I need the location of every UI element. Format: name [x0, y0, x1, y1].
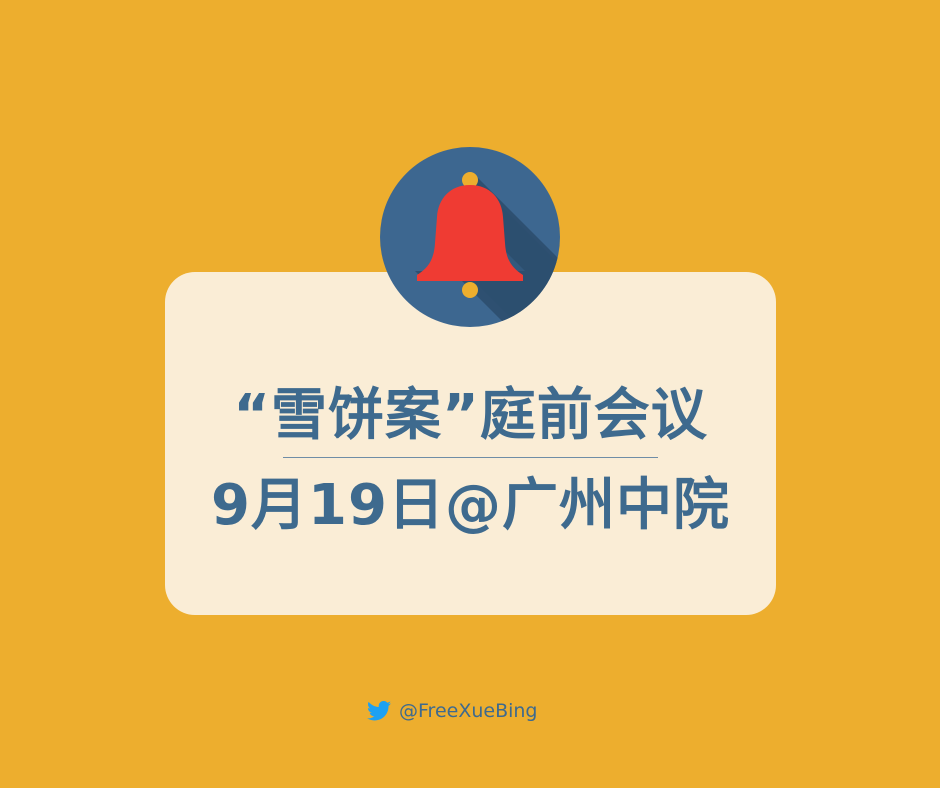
bell-badge: [380, 147, 560, 327]
twitter-handle[interactable]: @FreeXueBing: [367, 699, 537, 723]
headline-line-2: 9月19日@广州中院: [211, 473, 730, 538]
divider: [283, 457, 658, 458]
headline-line-1: “雪饼案”庭前会议: [233, 383, 708, 448]
twitter-handle-text: @FreeXueBing: [399, 699, 538, 722]
twitter-bird-icon: [367, 701, 391, 721]
bell-icon: [380, 147, 560, 327]
announcement-card: [165, 272, 776, 615]
